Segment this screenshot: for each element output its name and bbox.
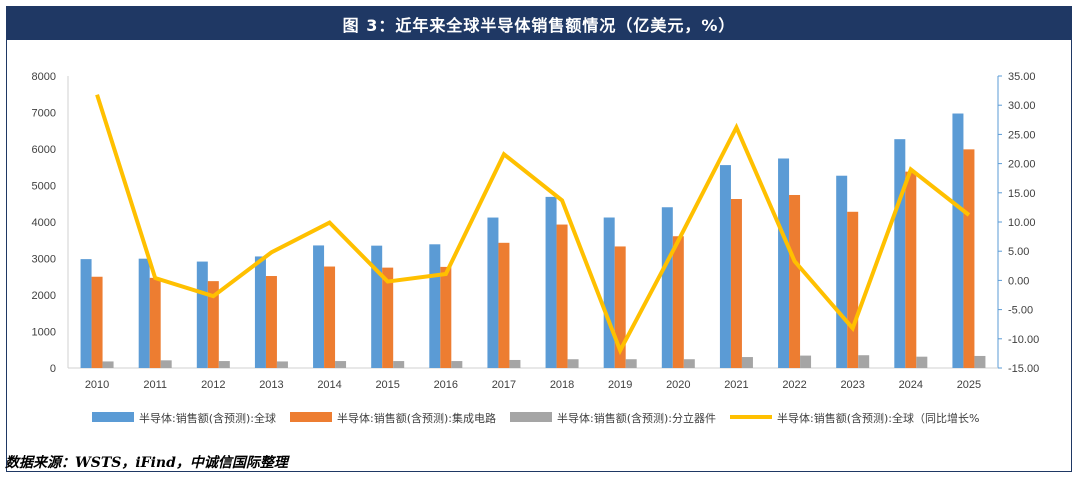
bar-global [371,245,383,368]
bar-ic [556,224,568,368]
bar-ic [614,246,626,368]
x-tick-label: 2022 [782,379,806,391]
bar-discrete [974,355,986,368]
legend-swatch [290,412,332,422]
right-tick-label: 15.00 [1008,188,1036,200]
right-tick-label: 30.00 [1008,100,1036,112]
x-tick-label: 2014 [317,379,341,391]
legend-label: 半导体:销售额(含预测):全球（同比增长% [777,411,979,425]
bar-ic [905,171,917,368]
bar-global [254,256,266,368]
bar-discrete [567,359,579,368]
x-tick-label: 2025 [957,379,981,391]
right-tick-label: -15.00 [1008,363,1039,375]
right-tick-label: 35.00 [1008,71,1036,83]
x-tick-label: 2010 [85,379,109,391]
legend-label: 半导体:销售额(含预测):分立器件 [557,411,716,425]
bar-global [661,207,673,368]
left-tick-label: 1000 [32,327,56,339]
legend-swatch [92,412,134,422]
bar-ic [382,267,394,368]
bar-discrete [276,361,288,368]
bar-ic [265,276,277,368]
x-tick-label: 2019 [608,379,632,391]
left-tick-label: 8000 [32,71,56,83]
bar-global [545,196,557,368]
bar-global [196,261,208,368]
bar-ic [91,276,103,368]
bar-ic [149,277,161,368]
bar-ic [440,266,452,368]
bar-global [894,139,906,368]
x-tick-label: 2021 [724,379,748,391]
x-tick-label: 2011 [143,379,167,391]
bar-discrete [683,359,695,368]
bar-ic [324,266,336,368]
bar-ic [789,194,801,368]
right-tick-label: 0.00 [1008,275,1029,287]
left-tick-label: 6000 [32,144,56,156]
left-tick-label: 7000 [32,108,56,120]
bar-global [836,175,848,368]
bar-discrete [858,355,870,368]
bar-discrete [800,355,812,368]
bar-discrete [916,356,928,368]
bar-ic [498,242,510,368]
x-tick-label: 2017 [492,379,516,391]
growth-line [95,94,971,356]
x-tick-label: 2015 [375,379,399,391]
x-tick-label: 2012 [201,379,225,391]
legend-label: 半导体:销售额(含预测):全球 [139,411,276,425]
bar-global [603,217,615,368]
legend-label: 半导体:销售额(含预测):集成电路 [337,411,496,425]
bar-global [778,158,790,368]
bar-ic [963,149,975,368]
bar-discrete [102,361,114,368]
x-tick-label: 2024 [899,379,923,391]
left-tick-label: 5000 [32,181,56,193]
bar-discrete [218,361,230,368]
bar-discrete [741,357,753,368]
bar-ic [847,211,859,368]
chart-title: 图 3：近年来全球半导体销售额情况（亿美元，%） [7,7,1071,40]
x-tick-label: 2016 [434,379,458,391]
bar-ic [730,199,742,368]
bar-global [80,259,92,368]
right-tick-label: 25.00 [1008,129,1036,141]
left-tick-label: 0 [50,363,56,375]
bar-discrete [160,360,172,368]
bar-global [952,113,964,368]
legend-swatch [510,412,552,422]
bar-global [429,244,441,368]
right-tick-label: 20.00 [1008,159,1036,171]
source-note: 数据来源：WSTS，iFind，中诚信国际整理 [5,455,288,471]
bar-global [313,245,325,368]
bar-discrete [509,359,521,368]
right-tick-label: -5.00 [1008,305,1033,317]
bar-discrete [625,359,637,368]
bar-global [138,258,150,368]
bar-global [487,217,499,368]
bar-discrete [335,361,347,368]
x-tick-label: 2020 [666,379,690,391]
bar-ic [207,281,219,368]
left-tick-label: 3000 [32,254,56,266]
bar-discrete [451,361,463,368]
left-tick-label: 4000 [32,217,56,229]
x-tick-label: 2013 [259,379,283,391]
bar-global [719,165,731,368]
x-tick-label: 2023 [840,379,864,391]
right-tick-label: 10.00 [1008,217,1036,229]
x-tick-label: 2018 [550,379,574,391]
right-tick-label: -10.00 [1008,334,1039,346]
bar-discrete [393,361,405,368]
left-tick-label: 2000 [32,290,56,302]
bar-ic [672,236,684,368]
right-tick-label: 5.00 [1008,246,1029,258]
chart-frame [6,6,1072,472]
